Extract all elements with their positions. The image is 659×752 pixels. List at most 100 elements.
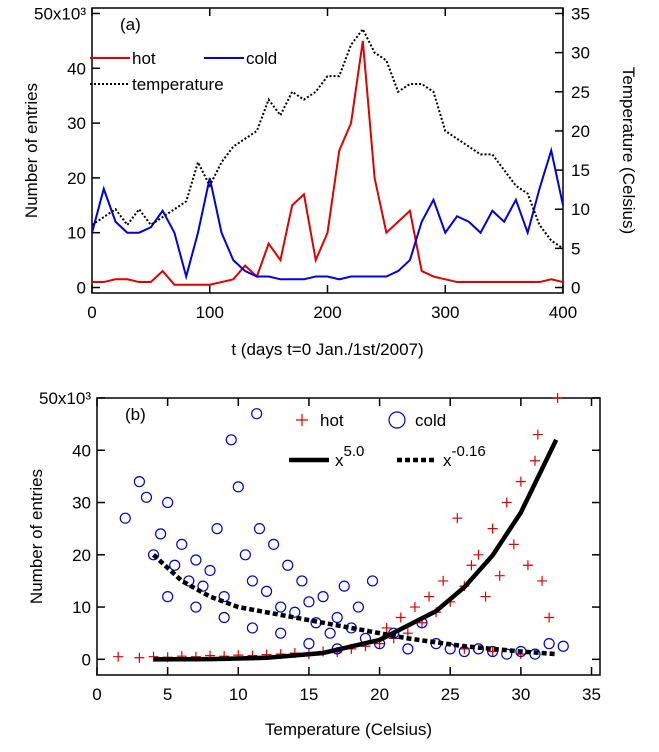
point <box>162 591 174 603</box>
point <box>275 627 287 639</box>
y-axis-label: Number of entries <box>22 83 41 218</box>
point <box>154 528 167 540</box>
x-tick-label: 15 <box>299 685 318 704</box>
y-tick-label: 50x10³ <box>34 4 86 23</box>
series-line <box>92 40 564 286</box>
point <box>487 646 498 657</box>
point <box>218 591 230 603</box>
legend-label: x-0.16 <box>443 443 486 470</box>
point <box>331 611 343 624</box>
y2-tick-label: 20 <box>571 122 590 141</box>
y-axis-label: Number of entries <box>27 469 46 604</box>
point <box>169 559 181 571</box>
y-tick-label: 30 <box>67 114 86 133</box>
x-tick-label: 200 <box>313 303 341 322</box>
x-tick-label: 0 <box>87 303 96 322</box>
point <box>324 627 336 639</box>
legend-label: x <box>335 451 344 470</box>
y-tick-label: 0 <box>77 279 86 298</box>
point <box>239 549 251 561</box>
point <box>409 602 420 613</box>
x-tick-label: 300 <box>431 303 459 322</box>
point <box>232 481 244 493</box>
y2-tick-label: 5 <box>571 239 580 258</box>
point <box>211 523 223 535</box>
point <box>260 585 273 597</box>
y-tick-label: 20 <box>67 169 86 188</box>
point <box>246 622 259 634</box>
legend-label: cold <box>415 411 446 430</box>
point <box>176 538 188 550</box>
legend-label: x <box>443 451 452 470</box>
legend-label: hot <box>320 411 344 430</box>
plot-frame <box>91 7 564 294</box>
point <box>543 638 555 650</box>
point <box>225 434 237 446</box>
point <box>303 596 315 608</box>
point <box>402 643 414 655</box>
point <box>140 491 153 503</box>
point <box>381 622 392 633</box>
series-line <box>91 27 564 250</box>
point <box>162 496 174 509</box>
point <box>296 575 308 587</box>
point <box>473 549 484 560</box>
point <box>253 523 266 535</box>
point <box>197 580 209 592</box>
point <box>251 408 263 420</box>
point <box>190 554 202 566</box>
legend-label-sup: -0.16 <box>452 443 486 460</box>
point <box>501 497 512 508</box>
legend-label: cold <box>246 49 277 68</box>
point <box>366 575 379 587</box>
point <box>557 640 569 652</box>
point <box>282 559 294 571</box>
point <box>268 538 280 550</box>
y-tick-label: 40 <box>72 441 91 460</box>
point <box>515 476 526 487</box>
point <box>190 601 202 613</box>
legend-label: hot <box>132 49 156 68</box>
legend-label: x5.0 <box>335 443 364 470</box>
legend-label: cold <box>246 49 277 68</box>
annotation: (b) <box>125 405 146 424</box>
point <box>480 591 491 602</box>
point <box>522 560 533 571</box>
x-tick-label: 25 <box>441 685 460 704</box>
point <box>530 455 541 466</box>
x-tick-label: 20 <box>370 685 389 704</box>
plot-frame <box>96 397 601 676</box>
point <box>148 651 159 662</box>
series-line <box>151 553 557 657</box>
point <box>338 580 350 592</box>
x-tick-label: 0 <box>92 685 101 704</box>
y-tick-label: 20 <box>72 546 91 565</box>
point <box>544 612 555 623</box>
legend-label: temperature <box>132 75 224 94</box>
legend-label: hot <box>320 411 344 430</box>
x-tick-label: 10 <box>229 685 248 704</box>
point <box>508 539 519 550</box>
y2-tick-label: 15 <box>571 161 590 180</box>
x-axis-label: t (days t=0 Jan./1st/2007) <box>231 340 423 359</box>
point <box>133 476 145 488</box>
point <box>246 575 259 587</box>
point <box>487 523 498 534</box>
point <box>317 591 329 603</box>
point <box>113 651 124 662</box>
legend-label: hot <box>132 49 156 68</box>
point <box>466 560 477 571</box>
y-tick-label: 10 <box>67 224 86 243</box>
point <box>552 393 563 403</box>
y-tick-label: 30 <box>72 494 91 513</box>
series-line <box>91 146 564 281</box>
x-tick-label: 5 <box>163 685 172 704</box>
y2-tick-label: 0 <box>571 279 580 298</box>
point <box>395 612 406 623</box>
point <box>532 429 543 440</box>
point <box>119 512 131 524</box>
series-line <box>153 438 559 662</box>
point <box>289 606 301 618</box>
point <box>352 601 364 613</box>
